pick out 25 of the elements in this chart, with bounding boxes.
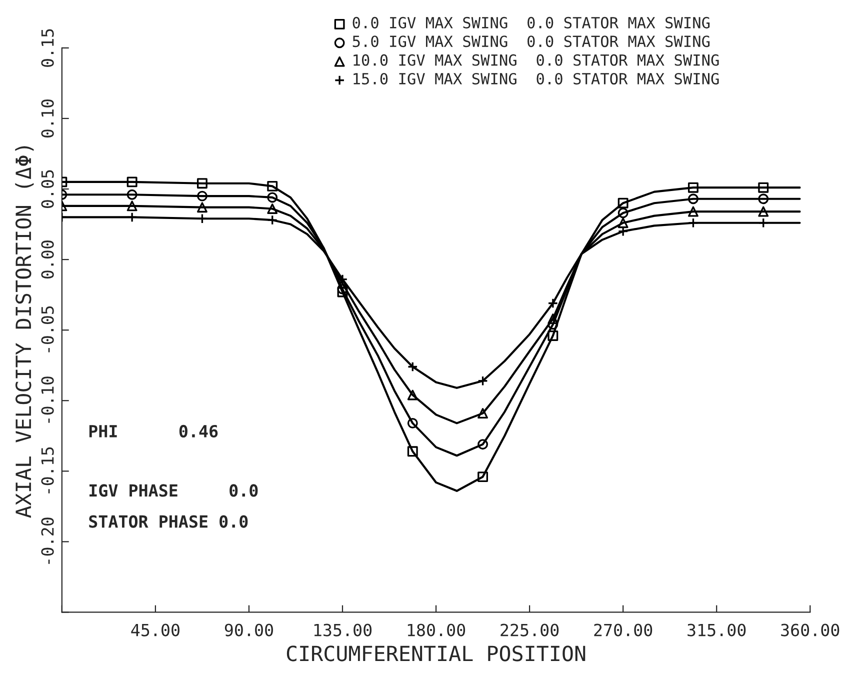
x-tick-label: 315.00 xyxy=(688,624,746,636)
x-tick-label: 45.00 xyxy=(131,624,180,636)
x-tick-label: 225.00 xyxy=(500,624,559,636)
x-tick-label: 90.00 xyxy=(224,624,273,636)
legend-label: 0.0 IGV MAX SWING 0.0 STATOR MAX SWING xyxy=(352,16,710,28)
y-tick-label: -0.10 xyxy=(41,376,54,423)
x-axis-title: CIRCUMFERENTIAL POSITION xyxy=(286,646,586,662)
legend-label: 10.0 IGV MAX SWING 0.0 STATOR MAX SWING xyxy=(354,54,719,66)
annotation: STATOR PHASE 0.0 xyxy=(89,515,248,528)
annotation: IGV PHASE 0.0 xyxy=(90,484,258,497)
y-axis-title: AXIAL VELOCITY DISTORTION (ΔΦ) xyxy=(15,146,34,518)
y-tick-label: 0.00 xyxy=(41,240,54,279)
legend-label: 5.0 IGV MAX SWING 0.0 STATOR MAX SWING xyxy=(352,36,710,48)
y-tick-label: -0.05 xyxy=(41,306,54,352)
x-tick-label: 270.00 xyxy=(594,624,652,636)
legend-label: 15.0 IGV MAX SWING 0.0 STATOR MAX SWING xyxy=(354,72,719,84)
x-tick-label: 360.00 xyxy=(781,624,840,636)
y-tick-label: 0.05 xyxy=(41,170,54,208)
y-tick-label: -0.15 xyxy=(41,447,54,494)
annotation: PHI 0.46 xyxy=(89,424,218,438)
y-tick-label: 0.15 xyxy=(41,29,54,67)
x-tick-label: 180.00 xyxy=(408,624,466,636)
x-tick-label: 135.00 xyxy=(314,624,372,636)
y-tick-label: 0.10 xyxy=(41,99,54,138)
y-tick-label: -0.20 xyxy=(41,518,54,564)
